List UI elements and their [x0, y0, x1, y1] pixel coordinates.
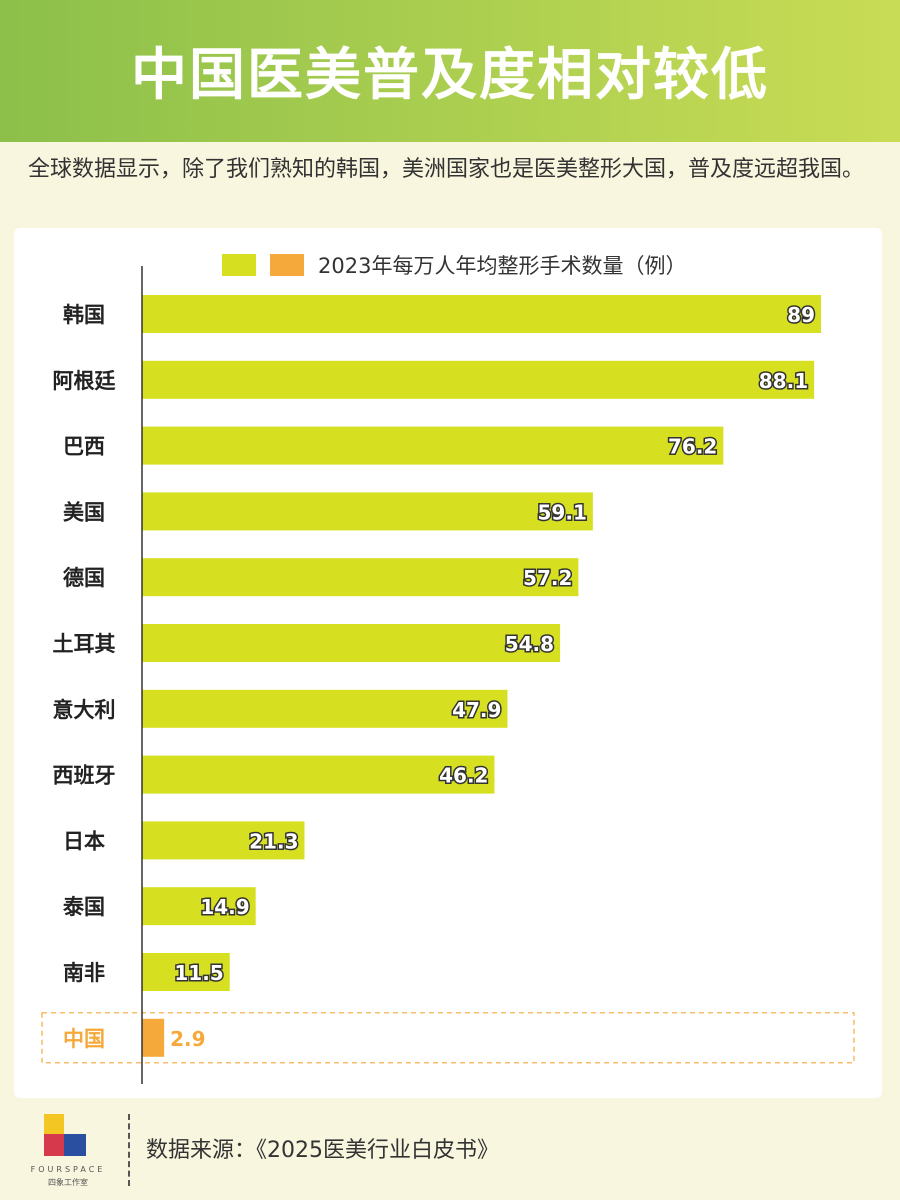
category-label: 中国	[63, 1027, 105, 1051]
bar-4	[142, 558, 579, 597]
bar-6	[142, 689, 508, 728]
value-label: 59.1	[538, 500, 587, 524]
legend-swatch-green	[222, 254, 256, 276]
category-label: 土耳其	[53, 632, 116, 656]
value-label: 21.3	[249, 829, 298, 853]
category-label: 意大利	[53, 698, 116, 722]
value-label: 76.2	[668, 435, 717, 459]
bar-3	[142, 492, 593, 531]
value-label: 2.9	[170, 1027, 205, 1051]
bar-2	[142, 426, 724, 465]
bar-8	[142, 821, 305, 860]
svg-text:FOURSPACE: FOURSPACE	[31, 1165, 106, 1174]
footer-divider	[128, 1114, 130, 1186]
bar-11	[142, 1018, 165, 1057]
value-label: 88.1	[759, 369, 808, 393]
page-title: 中国医美普及度相对较低	[131, 43, 769, 108]
value-label: 46.2	[439, 764, 488, 788]
category-label: 日本	[63, 829, 105, 853]
value-label: 11.5	[174, 961, 223, 985]
category-label: 韩国	[63, 303, 105, 327]
category-label: 泰国	[62, 895, 105, 919]
value-label: 54.8	[505, 632, 554, 656]
highlight-box	[41, 1012, 855, 1064]
category-label: 巴西	[63, 435, 105, 459]
legend: 2023年每万人年均整形手术数量（例）	[222, 250, 686, 280]
bar-1	[142, 360, 815, 399]
data-source: 数据来源：《2025医美行业白皮书》	[146, 1138, 499, 1163]
value-label: 14.9	[200, 895, 249, 919]
value-label: 47.9	[452, 698, 501, 722]
bar-5	[142, 624, 561, 662]
bar-10	[142, 953, 230, 991]
bar-9	[142, 887, 256, 926]
category-label: 美国	[63, 500, 105, 524]
value-label: 57.2	[523, 566, 572, 590]
subtitle: 全球数据显示，除了我们熟知的韩国，美洲国家也是医美整形大国，普及度远超我国。	[28, 157, 865, 182]
category-label: 南非	[63, 961, 105, 985]
bar-0	[142, 295, 821, 333]
value-label: 89	[787, 303, 815, 327]
legend-label: 2023年每万人年均整形手术数量（例）	[318, 254, 687, 278]
fourspace-logo: FOURSPACE 四象工作室	[31, 1114, 106, 1187]
category-label: 德国	[63, 566, 105, 590]
category-label: 阿根廷	[53, 369, 117, 393]
category-label: 西班牙	[53, 764, 116, 788]
legend-swatch-orange	[270, 254, 304, 276]
header-banner: 中国医美普及度相对较低	[0, 0, 900, 142]
svg-text:四象工作室: 四象工作室	[48, 1177, 88, 1187]
bar-7	[142, 755, 495, 794]
